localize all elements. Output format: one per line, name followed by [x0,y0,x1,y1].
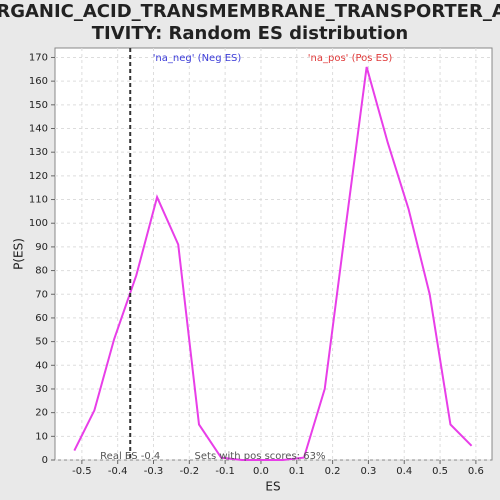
x-axis-label: ES [265,480,280,494]
y-tick-label: 110 [29,195,48,206]
y-tick-label: 90 [35,242,48,253]
x-tick-label: 0.3 [360,466,376,477]
y-tick-label: 100 [29,218,48,229]
y-tick-label: 170 [29,52,48,63]
x-tick-label: -0.2 [180,466,200,477]
x-tick-label: 0.5 [432,466,448,477]
x-tick-label: 0.0 [253,466,269,477]
y-tick-label: 30 [35,384,48,395]
y-tick-label: 40 [35,360,48,371]
y-tick-label: 10 [35,431,48,442]
x-tick-label: -0.4 [108,466,128,477]
x-tick-label: 0.6 [468,466,484,477]
chart-title: TIVITY: Random ES distribution [92,23,409,44]
y-tick-label: 0 [42,455,48,466]
y-tick-label: 80 [35,266,48,277]
x-tick-label: 0.2 [325,466,341,477]
x-tick-label: 0.1 [289,466,305,477]
neg-label: 'na_neg' (Neg ES) [153,53,242,64]
pos-label: 'na_pos' (Pos ES) [308,53,393,64]
y-tick-label: 160 [29,76,48,87]
x-tick-label: -0.5 [72,466,92,477]
real-es-label: Real ES -0.4 [100,451,160,462]
y-axis-label: P(ES) [12,238,26,270]
pos-scores-label: Sets with pos scores: 63% [195,451,326,462]
y-tick-label: 70 [35,289,48,300]
es-line [73,66,473,461]
y-tick-label: 50 [35,337,48,348]
plot-area [54,47,493,461]
y-tick-label: 140 [29,124,48,135]
y-tick-label: 20 [35,408,48,419]
x-tick-label: -0.3 [144,466,164,477]
y-tick-label: 130 [29,147,48,158]
x-tick-label: 0.4 [396,466,412,477]
chart-title: ORGANIC_ACID_TRANSMEMBRANE_TRANSPORTER_A… [0,1,500,22]
x-tick-label: -0.1 [215,466,235,477]
y-tick-label: 120 [29,171,48,182]
y-tick-label: 150 [29,100,48,111]
y-tick-label: 60 [35,313,48,324]
